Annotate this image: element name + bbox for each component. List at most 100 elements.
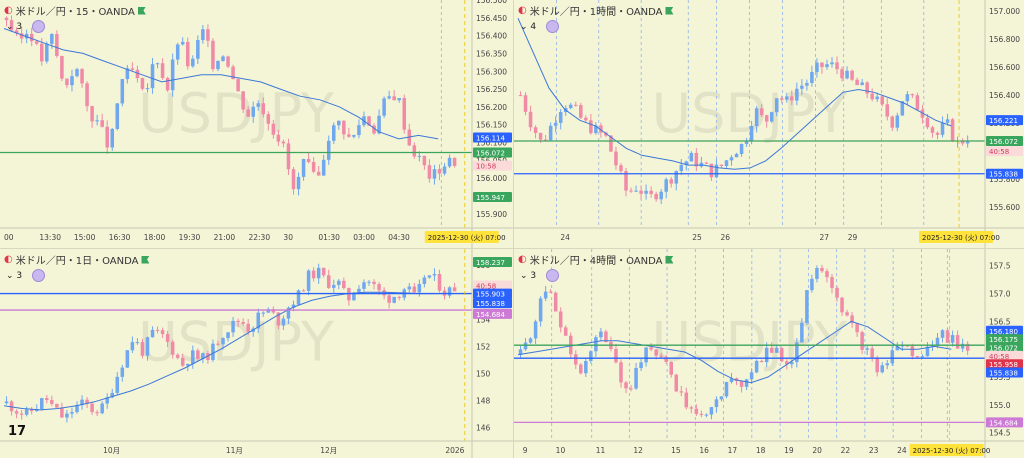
candle-body [925,117,930,128]
candle-body [614,348,618,363]
price-tag [473,298,512,309]
x-tick-label: 26 [721,233,731,242]
indicator-count: ⌄ 3 [520,270,537,281]
candle-body [759,360,764,363]
candle-body [945,119,950,123]
candle-body [518,349,523,355]
chart-header[interactable]: ◐ 米ドル／円・4時間・OANDA [518,252,674,267]
indicator-count: ⌄ 3 [6,21,23,32]
candle-body [100,403,104,414]
candle-body [935,337,940,346]
indicator-toggle[interactable]: ⌄ 3 [520,269,560,282]
candle-body [563,327,568,336]
candle-body [885,104,890,117]
candle-body [769,112,774,122]
price-tag [986,350,1023,361]
horizontal-divider[interactable] [0,248,1024,249]
indicator-icon[interactable] [32,20,46,33]
candle-body [115,103,120,129]
candle-body [634,190,638,192]
candle-body [790,362,794,365]
candle-body [689,152,694,162]
chart-header[interactable]: ◐ 米ドル／円・15・OANDA [4,3,146,18]
price-tag-label: 155.838 [476,300,505,308]
y-tick-label: 156.400 [989,91,1020,100]
chart-panel-p4[interactable]: USDJPY157.5157.0156.5156.0155.5155.0154.… [514,249,1024,458]
vertical-divider[interactable] [513,0,514,458]
indicator-icon[interactable] [546,269,560,282]
candle-body [599,331,603,338]
candle-body [855,79,859,86]
candle-body [810,72,814,83]
candle-body [619,362,623,383]
watermark-text: USDJPY [138,82,335,145]
indicator-toggle[interactable]: ⌄ 3 [6,269,46,282]
candle-body [362,282,366,289]
candle-body [231,320,235,333]
candle-body [699,162,704,167]
indicator-icon[interactable] [546,20,560,33]
candle-body [296,176,301,190]
flag-icon[interactable] [137,6,146,15]
x-tick-label: 10 [556,446,566,455]
candle-body [629,388,633,390]
candle-body [261,103,266,115]
candle-body [115,376,120,393]
chart-panel-p2[interactable]: USDJPY157.000156.800156.600156.400156.20… [514,0,1024,248]
indicator-toggle[interactable]: ⌄ 3 [6,20,46,33]
candle-body [65,413,69,418]
candle-body [669,361,673,375]
chart-panel-p1[interactable]: USDJPY 156.500 156.450 156.400 156.350 156.30… [0,0,513,248]
candle-body [805,290,809,323]
candle-body [70,412,74,414]
candle-body [175,354,180,358]
date-tag-label: 2025-12-30 (火) 07:00 [428,234,506,242]
candle-body [624,171,628,191]
symbol-eye-icon: ◐ [518,5,527,16]
candle-body [39,43,44,62]
chart-header[interactable]: ◐ 米ドル／円・1日・OANDA [4,252,150,267]
candle-body [674,171,679,184]
candle-body [800,322,804,343]
candle-body [150,64,155,89]
y-tick-label: 155.800 [989,175,1020,184]
candle-body [120,367,125,377]
candle-body [14,411,19,414]
price-tag-label: 40:58 [476,283,496,291]
candle-body [316,267,321,279]
price-tag-label: 40:58 [989,353,1009,361]
candle-body [276,134,281,142]
candle-body [337,120,341,126]
candle-body [110,128,115,148]
candle-body [614,151,618,166]
y-tick-label: 155.0 [989,401,1011,410]
candle-body [402,98,407,130]
candle-body [744,379,749,387]
indicator-toggle[interactable]: ⌄ 4 [520,20,560,33]
candle-body [774,98,779,113]
candle-body [105,126,109,148]
y-tick-label: 154 [476,315,491,324]
symbol-eye-icon: ◐ [4,5,13,16]
candle-body [150,329,155,338]
candle-body [654,193,658,200]
indicator-icon[interactable] [32,269,46,282]
candle-body [437,273,442,291]
y-tick-label: 155.900 [476,210,507,219]
price-tag-label: 154.684 [476,311,505,319]
flag-icon[interactable] [665,6,674,15]
candle-body [276,312,281,326]
candle-body [130,68,135,70]
chart-header[interactable]: ◐ 米ドル／円・1時間・OANDA [518,3,674,18]
y-tick-label: 156.350 [476,49,507,58]
candle-body [90,403,94,413]
candle-body [422,277,427,284]
candle-body [860,332,864,350]
flag-icon[interactable] [665,255,674,264]
chart-panel-p3[interactable]: USDJPY158156154152150148146158.23740:581… [0,249,513,458]
x-tick-label: 16:30 [109,233,131,242]
candle-body [800,85,804,89]
candle-body [236,79,240,92]
candle-body [256,312,261,329]
flag-icon[interactable] [141,255,150,264]
